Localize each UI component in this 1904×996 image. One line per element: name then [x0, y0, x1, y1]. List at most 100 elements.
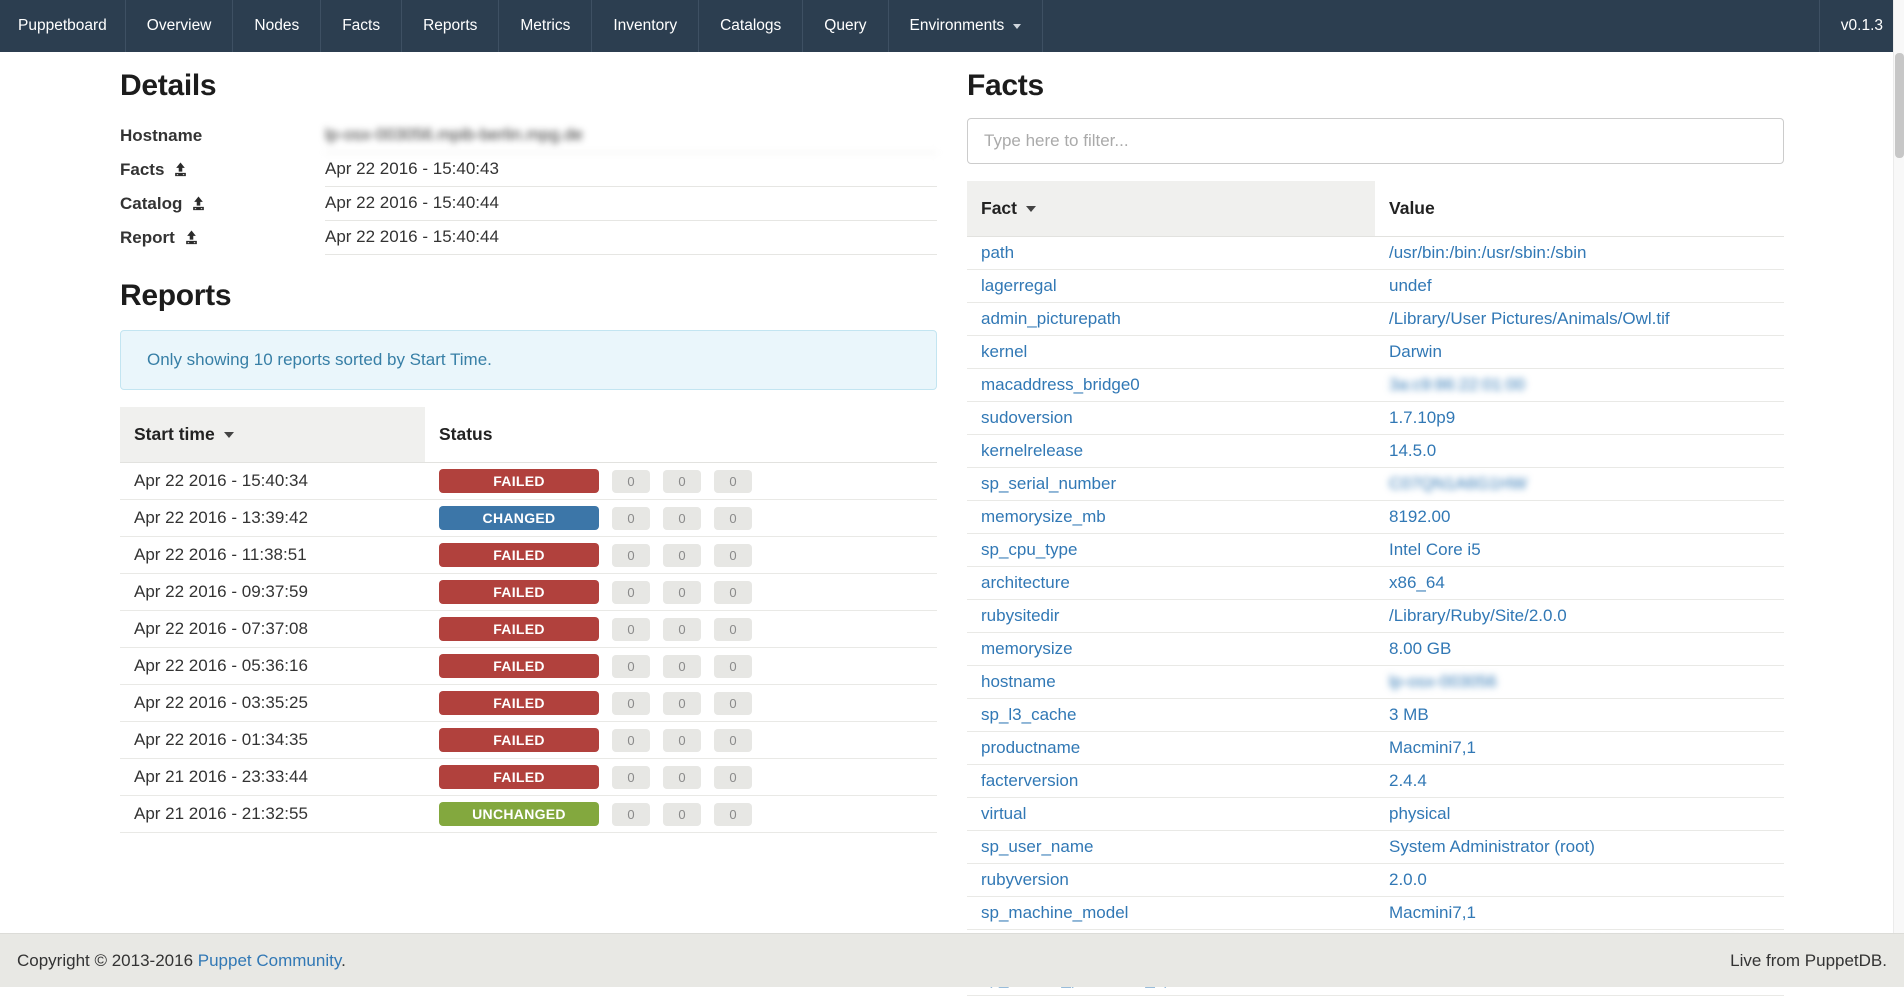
fact-name-link[interactable]: sudoversion	[981, 408, 1073, 427]
nav-item-query[interactable]: Query	[803, 0, 889, 52]
report-status-group: FAILED 0 0 0	[439, 728, 923, 752]
fact-name-link[interactable]: kernel	[981, 342, 1028, 361]
fact-value-link[interactable]: 2.4.4	[1389, 771, 1427, 790]
metric-count-badge: 0	[714, 543, 752, 567]
report-row: Apr 22 2016 - 05:36:16 FAILED 0 0 0	[120, 647, 937, 685]
nav-item-reports[interactable]: Reports	[402, 0, 500, 52]
fact-value-link[interactable]: /usr/bin:/bin:/usr/sbin:/sbin	[1389, 243, 1587, 262]
report-start-time: Apr 22 2016 - 11:38:51	[120, 536, 425, 574]
navbar-spacer	[1043, 0, 1818, 52]
vertical-scrollbar[interactable]	[1893, 0, 1904, 933]
fact-name-link[interactable]: sp_machine_model	[981, 903, 1129, 922]
fact-value-cell: 3 MB	[1375, 698, 1784, 732]
scrollbar-thumb[interactable]	[1895, 53, 1904, 158]
fact-name-link[interactable]: memorysize_mb	[981, 507, 1106, 526]
fact-value-link[interactable]: 8192.00	[1389, 507, 1451, 526]
fact-value-link[interactable]: 8.00 GB	[1389, 639, 1452, 658]
fact-name-link[interactable]: architecture	[981, 573, 1070, 592]
metric-count-badge: 0	[663, 802, 701, 826]
nav-item-catalogs[interactable]: Catalogs	[699, 0, 804, 52]
fact-name-cell: memorysize_mb	[967, 500, 1375, 534]
metric-count-badge: 0	[612, 469, 650, 493]
fact-name-link[interactable]: rubysitedir	[981, 606, 1060, 625]
fact-value-link[interactable]: 3 MB	[1389, 705, 1429, 724]
fact-value-link[interactable]: Macmini7,1	[1389, 738, 1476, 757]
metric-count-badge: 0	[663, 617, 701, 641]
detail-value: Apr 22 2016 - 15:40:44	[325, 221, 937, 255]
fact-value-link[interactable]: 3a:c9:86:22:01:00	[1389, 375, 1526, 394]
fact-value-link[interactable]: C07QN1A6G1HW	[1389, 474, 1527, 493]
detail-value: Apr 22 2016 - 15:40:43	[325, 153, 937, 187]
fact-row: sudoversion 1.7.10p9	[967, 401, 1784, 435]
nav-item-metrics[interactable]: Metrics	[499, 0, 593, 52]
fact-name-link[interactable]: lagerregal	[981, 276, 1057, 295]
detail-label: Hostname	[120, 119, 325, 153]
fact-value-cell: 3a:c9:86:22:01:00	[1375, 368, 1784, 402]
fact-name-link[interactable]: sp_l3_cache	[981, 705, 1077, 724]
fact-value-cell: /Library/Ruby/Site/2.0.0	[1375, 599, 1784, 633]
metric-count-badge: 0	[714, 765, 752, 789]
report-row: Apr 22 2016 - 09:37:59 FAILED 0 0 0	[120, 573, 937, 611]
fact-value-link[interactable]: /Library/User Pictures/Animals/Owl.tif	[1389, 309, 1670, 328]
report-start-time: Apr 22 2016 - 09:37:59	[120, 573, 425, 611]
fact-value-link[interactable]: Intel Core i5	[1389, 540, 1481, 559]
fact-name-link[interactable]: hostname	[981, 672, 1056, 691]
metric-count-badge: 0	[663, 654, 701, 678]
fact-value-cell: Macmini7,1	[1375, 896, 1784, 930]
nav-item-nodes[interactable]: Nodes	[233, 0, 322, 52]
metric-count-badge: 0	[714, 469, 752, 493]
status-column-label: Status	[425, 407, 937, 463]
fact-name-link[interactable]: admin_picturepath	[981, 309, 1121, 328]
facts-sort-header-fact[interactable]: Fact	[967, 181, 1375, 237]
footer: Copyright © 2013-2016 Puppet Community. …	[0, 933, 1904, 987]
report-start-time: Apr 22 2016 - 07:37:08	[120, 610, 425, 648]
nav-item-environments[interactable]: Environments	[889, 0, 1044, 52]
facts-filter-input[interactable]	[967, 118, 1784, 164]
fact-name-link[interactable]: kernelrelease	[981, 441, 1084, 460]
reports-sort-header-start-time[interactable]: Start time	[120, 407, 425, 463]
report-status-group: FAILED 0 0 0	[439, 765, 923, 789]
upload-icon[interactable]	[184, 230, 199, 245]
report-row: Apr 22 2016 - 15:40:34 FAILED 0 0 0	[120, 462, 937, 500]
nav-item-inventory[interactable]: Inventory	[592, 0, 700, 52]
nav-item-facts[interactable]: Facts	[321, 0, 403, 52]
report-status-cell: FAILED 0 0 0	[425, 758, 937, 796]
nav-item-overview[interactable]: Overview	[126, 0, 234, 52]
details-rows: Hostname lp-osx-003056.mpib-berlin.mpg.de…	[120, 119, 937, 255]
fact-row: kernelrelease 14.5.0	[967, 434, 1784, 468]
fact-name-link[interactable]: rubyversion	[981, 870, 1069, 889]
fact-name-link[interactable]: sp_user_name	[981, 837, 1094, 856]
fact-name-cell: sp_cpu_type	[967, 533, 1375, 567]
upload-icon[interactable]	[173, 162, 188, 177]
fact-value-link[interactable]: x86_64	[1389, 573, 1445, 592]
fact-value-link[interactable]: /Library/Ruby/Site/2.0.0	[1389, 606, 1567, 625]
footer-copyright: Copyright © 2013-2016 Puppet Community.	[17, 951, 346, 971]
fact-value-link[interactable]: System Administrator (root)	[1389, 837, 1595, 856]
fact-value-cell: 8192.00	[1375, 500, 1784, 534]
puppet-community-link[interactable]: Puppet Community	[197, 950, 342, 970]
fact-value-link[interactable]: 14.5.0	[1389, 441, 1437, 460]
fact-name-link[interactable]: memorysize	[981, 639, 1073, 658]
fact-value-link[interactable]: 2.0.0	[1389, 870, 1427, 889]
fact-value-cell: System Administrator (root)	[1375, 830, 1784, 864]
fact-name-link[interactable]: sp_cpu_type	[981, 540, 1078, 559]
navbar-brand[interactable]: Puppetboard	[0, 0, 126, 52]
metric-count-badge: 0	[612, 580, 650, 604]
upload-icon[interactable]	[191, 196, 206, 211]
fact-value-link[interactable]: undef	[1389, 276, 1432, 295]
fact-name-link[interactable]: macaddress_bridge0	[981, 375, 1140, 394]
fact-name-cell: sp_l3_cache	[967, 698, 1375, 732]
fact-name-link[interactable]: sp_serial_number	[981, 474, 1117, 493]
fact-name-link[interactable]: productname	[981, 738, 1081, 757]
fact-value-link[interactable]: 1.7.10p9	[1389, 408, 1456, 427]
reports-title: Reports	[120, 279, 232, 312]
fact-value-link[interactable]: Darwin	[1389, 342, 1442, 361]
report-status-cell: FAILED 0 0 0	[425, 721, 937, 759]
fact-name-link[interactable]: virtual	[981, 804, 1027, 823]
fact-value-link[interactable]: physical	[1389, 804, 1451, 823]
fact-value-link[interactable]: lp-osx-003056	[1389, 672, 1497, 691]
fact-value-link[interactable]: Macmini7,1	[1389, 903, 1476, 922]
fact-name-link[interactable]: path	[981, 243, 1015, 262]
metric-count-badge: 0	[663, 765, 701, 789]
fact-name-link[interactable]: facterversion	[981, 771, 1079, 790]
